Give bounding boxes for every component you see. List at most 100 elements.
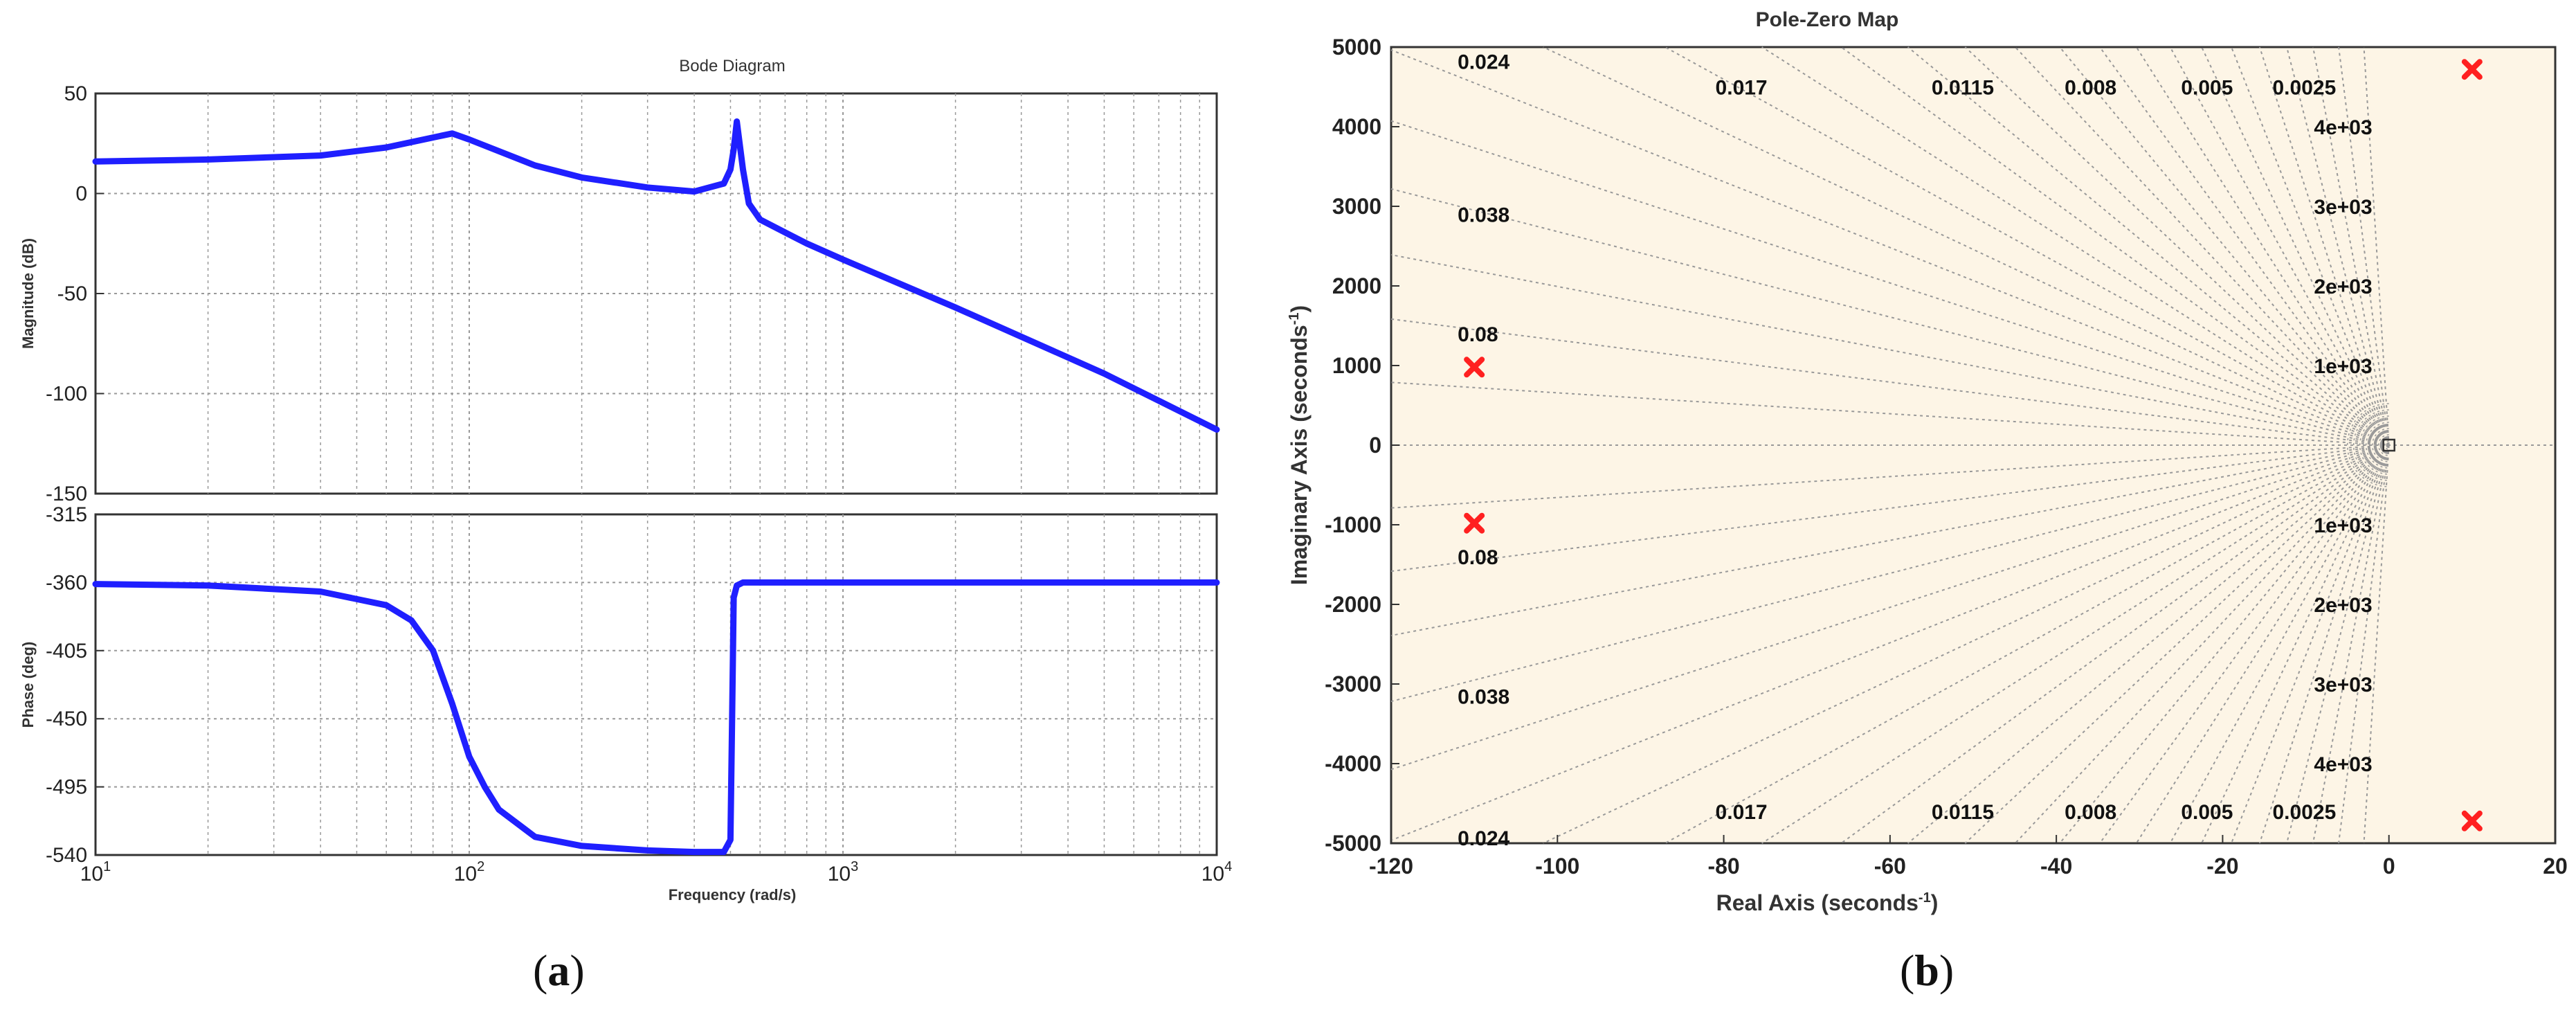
pz-damping-label: 0.0025	[2273, 801, 2337, 824]
magnitude-y-ticks: 50 0 -50 -100 -150	[46, 82, 104, 505]
pz-damping-line	[1390, 253, 2389, 446]
pz-damping-line	[2201, 46, 2390, 446]
pz-x-label-exp: -1	[1919, 890, 1931, 906]
pz-damping-line	[1665, 46, 2390, 446]
pz-damping-line	[2231, 46, 2390, 446]
bode-x-tick-exp: 2	[477, 859, 484, 874]
pz-x-tick-label: -80	[1707, 854, 1739, 879]
pz-damping-line	[1390, 444, 2390, 771]
pz-x-tick-label: -20	[2206, 854, 2238, 879]
pz-damping-line	[1390, 381, 2389, 446]
pz-y-tick-label: -2000	[1325, 592, 1381, 617]
pz-damping-line	[1390, 444, 2389, 509]
bode-y-tick-label: -50	[57, 282, 87, 305]
pole-zero-map: Pole-Zero Map 500040003000200010000-1000…	[1287, 8, 2568, 915]
pz-x-label: Real Axis (seconds-1)	[1716, 890, 1939, 915]
bode-x-label: Frequency (rad/s)	[669, 886, 797, 903]
bode-y-tick-label: -315	[46, 503, 87, 526]
pz-frequency-label: 2e+03	[2314, 276, 2372, 298]
bode-x-tick-base: 10	[1201, 863, 1224, 885]
pz-x-tick-label: 0	[2383, 854, 2395, 879]
pz-pole-marker	[2461, 810, 2483, 831]
bode-y-tick-label: -150	[46, 483, 87, 505]
pz-damping-line	[1665, 444, 2390, 844]
magnitude-y-label: Magnitude (dB)	[19, 238, 37, 349]
pz-y-tick-label: -1000	[1325, 512, 1381, 537]
bode-diagram: Bode Diagram 50 0 -50 -100 -150 Magnitude (d…	[19, 57, 1232, 903]
pz-y-label-text: Imaginary Axis (seconds	[1287, 325, 1312, 585]
pz-damping-line	[1907, 46, 2390, 446]
panel-label-a-letter: a	[547, 946, 570, 995]
pz-damping-label: 0.0115	[1932, 801, 1994, 824]
bode-x-tick-exp: 3	[851, 859, 858, 874]
pz-damping-line	[2099, 444, 2390, 844]
phase-plot-area	[94, 513, 1218, 856]
pz-pole-marker	[2461, 59, 2483, 80]
pz-frequency-arc	[2378, 434, 2389, 456]
pz-damping-labels: 0.024 0.017 0.0115 0.008 0.005 0.0025 0.038 0.0…	[1458, 51, 2336, 850]
pz-y-label-exp: -1	[1287, 313, 1302, 325]
pz-y-label-close: )	[1287, 305, 1312, 313]
pz-frequency-label: 3e+03	[2314, 196, 2372, 219]
bode-x-ticks: 101 102 103 104	[80, 859, 1233, 885]
pz-frequency-arc	[2353, 409, 2389, 481]
bode-y-tick-label: -360	[46, 571, 87, 594]
phase-grid	[96, 514, 1217, 855]
pz-y-tick-label: -3000	[1325, 672, 1381, 696]
pz-x-tick-label: -100	[1535, 854, 1579, 879]
magnitude-series-line	[92, 118, 1220, 433]
pz-pole-marker	[1464, 357, 1485, 378]
pz-y-label: Imaginary Axis (seconds-1)	[1287, 305, 1312, 585]
magnitude-grid	[96, 93, 1217, 494]
pz-damping-line	[1761, 46, 2390, 446]
pz-zero-marker	[2382, 438, 2395, 452]
pz-damping-line	[2312, 46, 2390, 446]
bode-x-tick-exp: 1	[103, 859, 111, 874]
pz-frequency-label: 3e+03	[2314, 674, 2372, 696]
pz-damping-line	[2258, 444, 2390, 844]
pz-damping-line	[1390, 444, 2390, 841]
pz-frequency-arc	[2365, 422, 2389, 469]
bode-x-tick-exp: 4	[1224, 859, 1232, 874]
pz-y-tick-label: 0	[1369, 433, 1381, 458]
pz-damping-line	[2169, 46, 2390, 446]
pz-y-tick-label: -4000	[1325, 751, 1381, 776]
pz-damping-line	[1840, 444, 2390, 844]
bode-x-tick-label: 103	[828, 859, 859, 885]
pz-damping-line	[1761, 444, 2390, 844]
pz-frequency-arc	[2359, 415, 2389, 475]
pz-damping-label: 0.008	[2065, 801, 2116, 824]
pz-damping-label: 0.08	[1458, 546, 1498, 569]
bode-y-tick-label: -100	[46, 383, 87, 406]
pz-damping-line	[2338, 46, 2390, 446]
pz-y-tick-label: 2000	[1332, 273, 1381, 298]
pz-damping-line	[2363, 46, 2390, 446]
bode-x-tick-base: 10	[80, 863, 103, 885]
pz-damping-line	[2258, 46, 2390, 446]
pz-damping-line	[2059, 46, 2390, 446]
pz-zeros	[2382, 438, 2395, 452]
pz-damping-label: 0.005	[2181, 77, 2233, 100]
bode-y-tick-label: -450	[46, 708, 87, 730]
panel-label-a: (a)	[533, 946, 585, 995]
phase-series-line	[92, 579, 1220, 856]
bode-x-tick-label: 102	[454, 859, 485, 885]
pz-frequency-label: 1e+03	[2314, 514, 2372, 537]
pz-damping-label: 0.005	[2181, 801, 2233, 824]
pz-damping-label: 0.017	[1716, 77, 1768, 100]
pz-frequency-label: 2e+03	[2314, 594, 2372, 617]
pz-y-tick-label: 4000	[1332, 114, 1381, 139]
pz-damping-line	[2201, 444, 2390, 844]
pz-x-label-text: Real Axis (seconds	[1716, 890, 1919, 915]
pz-frequency-arc	[2384, 440, 2389, 450]
pz-damping-line	[1543, 46, 2390, 446]
pz-damping-line	[2231, 444, 2390, 844]
pz-damping-label: 0.038	[1458, 685, 1509, 708]
pz-y-tick-label: 5000	[1332, 35, 1381, 60]
pz-damping-label: 0.017	[1716, 801, 1768, 824]
pz-damping-label: 0.08	[1458, 323, 1498, 346]
bode-y-tick-label: -540	[46, 844, 87, 867]
pz-pole-marker	[1464, 512, 1485, 534]
pz-damping-line	[2338, 444, 2390, 844]
pz-frequency-label: 1e+03	[2314, 355, 2372, 378]
